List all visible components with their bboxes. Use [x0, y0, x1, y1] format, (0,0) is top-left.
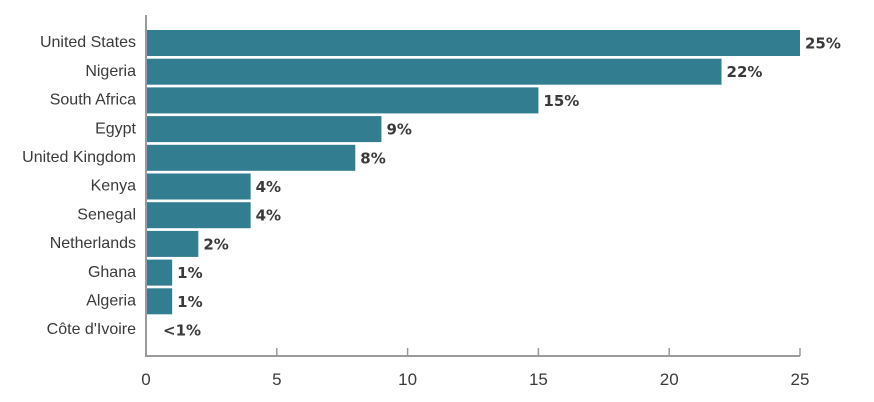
value-label-cote-d-ivoire: <1%	[163, 322, 201, 340]
value-label-united-states: 25%	[805, 35, 841, 53]
category-label-senegal: Senegal	[77, 206, 136, 223]
bar-netherlands	[146, 230, 199, 257]
value-label-algeria: 1%	[177, 293, 202, 311]
x-axis: 0 5 10 15 20 25	[141, 15, 809, 389]
category-label-netherlands: Netherlands	[50, 235, 136, 252]
bar-united-kingdom	[146, 144, 356, 171]
category-label-ghana: Ghana	[88, 264, 136, 281]
value-label-netherlands: 2%	[203, 235, 228, 253]
category-label-cote-d-ivoire: Côte d'Ivoire	[47, 321, 136, 338]
x-tick-label-15: 15	[529, 370, 548, 389]
category-labels: United States Nigeria South Africa Egypt Uni…	[22, 34, 136, 338]
bars-group	[146, 30, 800, 315]
category-label-egypt: Egypt	[95, 120, 136, 137]
value-label-south-africa: 15%	[543, 92, 579, 110]
value-label-egypt: 9%	[386, 121, 411, 139]
x-tick-label-20: 20	[660, 370, 679, 389]
bar-ghana	[146, 259, 173, 286]
category-label-kenya: Kenya	[91, 178, 136, 195]
value-label-nigeria: 22%	[727, 63, 763, 81]
bar-senegal	[146, 202, 251, 229]
bar-kenya	[146, 173, 251, 200]
x-tick-label-0: 0	[141, 370, 150, 389]
value-labels: 25%22%15%9%8%4%4%2%1%1%<1%	[163, 35, 841, 340]
category-label-algeria: Algeria	[86, 293, 136, 310]
value-label-united-kingdom: 8%	[360, 149, 385, 167]
category-label-south-africa: South Africa	[50, 92, 136, 109]
bar-united-states	[146, 30, 800, 56]
x-tick-label-25: 25	[791, 370, 810, 389]
value-label-senegal: 4%	[256, 207, 281, 225]
value-label-kenya: 4%	[256, 178, 281, 196]
category-label-united-kingdom: United Kingdom	[22, 149, 136, 166]
bar-egypt	[146, 116, 382, 143]
x-tick-label-5: 5	[272, 370, 281, 389]
bar-south-africa	[146, 87, 539, 114]
value-label-ghana: 1%	[177, 264, 202, 282]
bar-nigeria	[146, 58, 722, 85]
category-label-united-states: United States	[40, 34, 136, 51]
category-label-nigeria: Nigeria	[85, 63, 136, 80]
x-tick-label-10: 10	[398, 370, 417, 389]
bar-algeria	[146, 288, 173, 315]
